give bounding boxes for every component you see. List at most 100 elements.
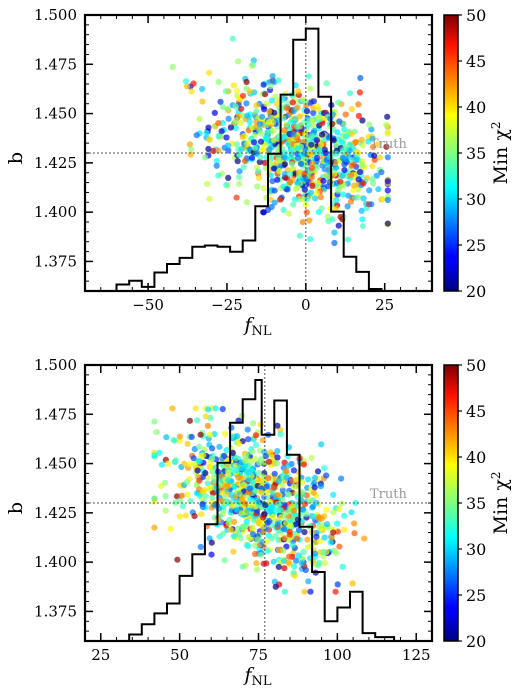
top-scatter-point: [313, 137, 320, 144]
top-scatter-point: [292, 186, 299, 193]
bottom-scatter-point: [249, 531, 256, 538]
top-scatter-point: [240, 164, 247, 171]
top-scatter-point: [318, 131, 326, 138]
top-scatter-point: [248, 154, 256, 161]
top-scatter-point: [373, 172, 380, 179]
top-scatter-point: [315, 114, 322, 121]
top-scatter-point: [309, 118, 316, 125]
bottom-scatter-point: [311, 474, 319, 481]
top-scatter-point: [330, 137, 337, 144]
top-scatter-point: [348, 130, 355, 137]
bottom-scatter-point: [323, 472, 330, 479]
bottom-scatter-point: [197, 543, 204, 551]
top-scatter-point: [223, 134, 230, 141]
bottom-scatter-point: [176, 437, 183, 445]
top-scatter-point: [366, 187, 373, 194]
top-scatter-point: [263, 100, 270, 108]
top-scatter-point: [316, 146, 323, 153]
bottom-y-tick-label: 1.450: [34, 455, 77, 473]
bottom-scatter-point: [199, 488, 206, 495]
top-scatter-point: [344, 203, 351, 210]
top-scatter-point: [241, 157, 249, 165]
bottom-colorbar: [443, 364, 459, 642]
bottom-x-tick-label: 25: [91, 646, 110, 664]
bottom-scatter-point: [208, 551, 215, 558]
top-scatter-point: [295, 88, 302, 95]
bottom-scatter-point: [153, 429, 160, 436]
top-scatter-point: [304, 117, 311, 124]
top-scatter-point: [271, 187, 278, 194]
top-scatter-point: [359, 117, 366, 124]
bottom-scatter-point: [279, 487, 286, 494]
top-scatter-point: [294, 135, 301, 142]
top-scatter-point: [289, 146, 296, 153]
bottom-x-axis-label: fNL: [242, 664, 271, 689]
top-scatter-point: [341, 167, 348, 174]
top-scatter-point: [294, 145, 301, 152]
bottom-scatter-point: [192, 405, 199, 412]
bottom-scatter-point: [300, 548, 307, 556]
top-scatter-point: [333, 150, 340, 157]
bottom-scatter-point: [176, 513, 183, 520]
bottom-scatter-point: [254, 566, 261, 573]
bottom-scatter-point: [228, 491, 235, 499]
top-scatter-point: [205, 145, 212, 153]
bottom-scatter-point: [281, 535, 288, 542]
top-scatter-point: [355, 176, 362, 183]
bottom-scatter-point: [235, 440, 243, 447]
top-scatter-point: [335, 222, 342, 229]
top-scatter-point: [344, 236, 351, 243]
bottom-scatter-point: [196, 443, 203, 450]
bottom-colorbar-tick-label: 50: [466, 356, 486, 375]
top-colorbar-tick-label: 45: [466, 52, 486, 71]
bottom-scatter-point: [204, 422, 211, 429]
top-scatter-point: [335, 187, 342, 194]
bottom-scatter-point: [361, 535, 368, 542]
top-scatter-point: [320, 177, 327, 184]
bottom-scatter-point: [179, 503, 186, 510]
bottom-scatter-point: [291, 563, 298, 570]
top-scatter-point: [251, 145, 258, 152]
bottom-scatter-point: [230, 533, 237, 540]
top-scatter-point: [352, 156, 359, 163]
top-scatter-point: [383, 143, 390, 150]
bottom-scatter-point: [336, 505, 343, 513]
bottom-scatter-point: [162, 493, 169, 500]
bottom-scatter-point: [208, 539, 215, 546]
top-scatter-point: [307, 150, 314, 158]
top-scatter-point: [342, 111, 349, 118]
bottom-scatter-point: [199, 452, 206, 459]
bottom-scatter-point: [283, 520, 290, 527]
top-scatter-point: [384, 154, 391, 161]
top-scatter-point: [236, 168, 243, 175]
bottom-scatter-point: [267, 449, 274, 456]
bottom-scatter-point: [341, 526, 348, 533]
top-scatter-point: [253, 108, 260, 115]
top-scatter-point: [243, 78, 250, 86]
top-scatter-point: [213, 157, 221, 165]
top-scatter-point: [343, 133, 350, 140]
bottom-scatter-point: [276, 546, 283, 554]
bottom-x-ticks: 25 50 75 100 125: [84, 365, 433, 664]
top-scatter-point: [199, 85, 206, 93]
top-scatter-point: [225, 174, 232, 181]
bottom-scatter-point: [240, 481, 248, 489]
bottom-scatter-point: [271, 470, 278, 477]
top-scatter-point: [355, 112, 362, 119]
top-scatter-point: [325, 161, 332, 168]
top-scatter-point: [339, 172, 346, 179]
bottom-scatter-point: [202, 413, 209, 420]
top-scatter-point: [264, 129, 271, 136]
bottom-scatter-point: [191, 461, 198, 468]
top-scatter-point: [267, 172, 274, 179]
top-scatter-point: [313, 190, 320, 197]
top-scatter-point: [234, 158, 241, 165]
bottom-scatter-point: [202, 493, 209, 500]
top-scatter-point: [294, 104, 301, 111]
top-scatter-point: [384, 187, 391, 194]
top-scatter-point: [215, 78, 222, 86]
bottom-scatter-point: [165, 460, 172, 467]
bottom-scatter-point: [330, 509, 337, 516]
top-colorbar-ticks: 20 25 30 35 40 45 50: [458, 6, 486, 301]
top-scatter-point: [360, 180, 367, 187]
